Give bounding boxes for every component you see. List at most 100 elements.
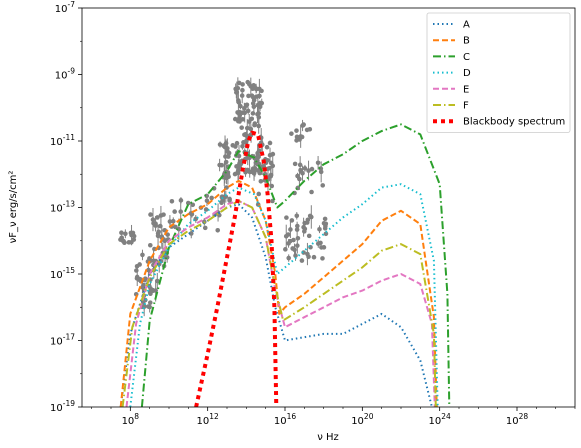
x-tick-label: 108 xyxy=(122,412,140,427)
data-point xyxy=(323,231,329,237)
data-point xyxy=(294,227,300,232)
data-point xyxy=(235,170,241,176)
y-tick-label: 10-11 xyxy=(50,133,75,148)
data-point xyxy=(321,245,327,250)
data-point xyxy=(309,189,314,195)
data-point xyxy=(239,110,245,116)
data-point xyxy=(250,111,256,116)
data-point xyxy=(151,220,156,226)
legend-label: E xyxy=(463,84,469,95)
data-point xyxy=(134,276,140,281)
x-axis-label: ν Hz xyxy=(317,432,339,443)
data-point xyxy=(283,234,289,239)
data-point xyxy=(244,102,250,108)
data-point xyxy=(233,144,238,149)
data-point xyxy=(232,116,238,122)
data-point xyxy=(178,209,184,214)
data-point xyxy=(292,161,298,167)
data-point xyxy=(155,231,161,236)
data-point xyxy=(225,154,231,159)
data-point xyxy=(140,252,145,258)
data-point xyxy=(307,126,313,132)
data-point xyxy=(243,140,249,145)
data-point xyxy=(302,226,308,232)
data-point xyxy=(190,202,196,208)
data-point xyxy=(239,93,245,98)
data-point xyxy=(167,219,173,224)
y-tick-label: 10-9 xyxy=(55,67,75,82)
data-point xyxy=(244,125,250,131)
data-point xyxy=(268,160,274,166)
x-tick-label: 1028 xyxy=(506,412,529,427)
data-point xyxy=(130,230,136,236)
data-point xyxy=(253,86,259,91)
data-point xyxy=(178,198,184,203)
data-point xyxy=(119,237,125,243)
data-point xyxy=(309,166,315,172)
legend-label: C xyxy=(463,52,470,63)
legend-label: B xyxy=(463,36,470,47)
data-point xyxy=(306,233,312,239)
data-point xyxy=(322,226,328,231)
data-point xyxy=(169,198,175,204)
data-point xyxy=(295,223,300,229)
series-line-4 xyxy=(129,183,439,407)
data-point xyxy=(209,195,214,201)
data-point xyxy=(250,101,256,106)
data-point xyxy=(320,183,326,188)
data-point xyxy=(256,191,262,197)
data-point xyxy=(140,284,145,290)
data-point xyxy=(217,142,223,147)
model-curves xyxy=(119,123,451,407)
data-point xyxy=(235,110,241,116)
data-point xyxy=(305,251,310,257)
y-tick-label: 10-13 xyxy=(50,200,75,215)
data-point xyxy=(234,89,240,95)
data-point xyxy=(299,258,305,263)
data-point xyxy=(204,198,210,203)
data-point xyxy=(238,103,243,109)
y-axis-ticks: 10-7 10-9 10-11 10-13 10-15 10-17 10-19 xyxy=(50,0,82,414)
data-point xyxy=(225,172,231,177)
legend-label: F xyxy=(463,101,469,112)
legend-label: D xyxy=(463,68,471,79)
series-line-3 xyxy=(140,123,451,407)
data-point xyxy=(257,100,263,106)
data-point xyxy=(321,220,327,226)
data-point xyxy=(294,213,300,219)
legend-box xyxy=(426,12,571,133)
data-point xyxy=(257,93,262,99)
data-point xyxy=(155,215,160,220)
data-point xyxy=(220,198,225,203)
data-point xyxy=(189,211,195,217)
data-point xyxy=(215,227,221,233)
data-point xyxy=(315,241,321,246)
data-point xyxy=(147,300,153,305)
data-point xyxy=(250,86,255,91)
data-point xyxy=(267,165,272,171)
data-point xyxy=(294,128,299,133)
data-point xyxy=(322,216,328,222)
y-tick-label: 10-19 xyxy=(50,399,75,414)
data-point xyxy=(134,263,140,269)
data-point xyxy=(245,108,251,114)
data-point xyxy=(188,231,194,236)
y-tick-label: 10-17 xyxy=(50,333,75,348)
x-tick-label: 1024 xyxy=(429,412,452,427)
legend-label: Blackbody spectrum xyxy=(463,117,565,128)
data-point xyxy=(250,166,256,171)
data-point xyxy=(239,125,244,130)
data-point xyxy=(295,243,300,248)
data-point xyxy=(315,160,321,166)
data-point xyxy=(161,212,166,217)
x-tick-label: 1012 xyxy=(197,412,220,427)
data-point xyxy=(286,255,292,261)
data-point xyxy=(255,111,260,117)
data-point xyxy=(170,218,176,224)
data-point xyxy=(146,304,151,309)
data-point xyxy=(295,173,300,179)
data-point xyxy=(249,93,255,99)
data-point xyxy=(289,131,294,136)
